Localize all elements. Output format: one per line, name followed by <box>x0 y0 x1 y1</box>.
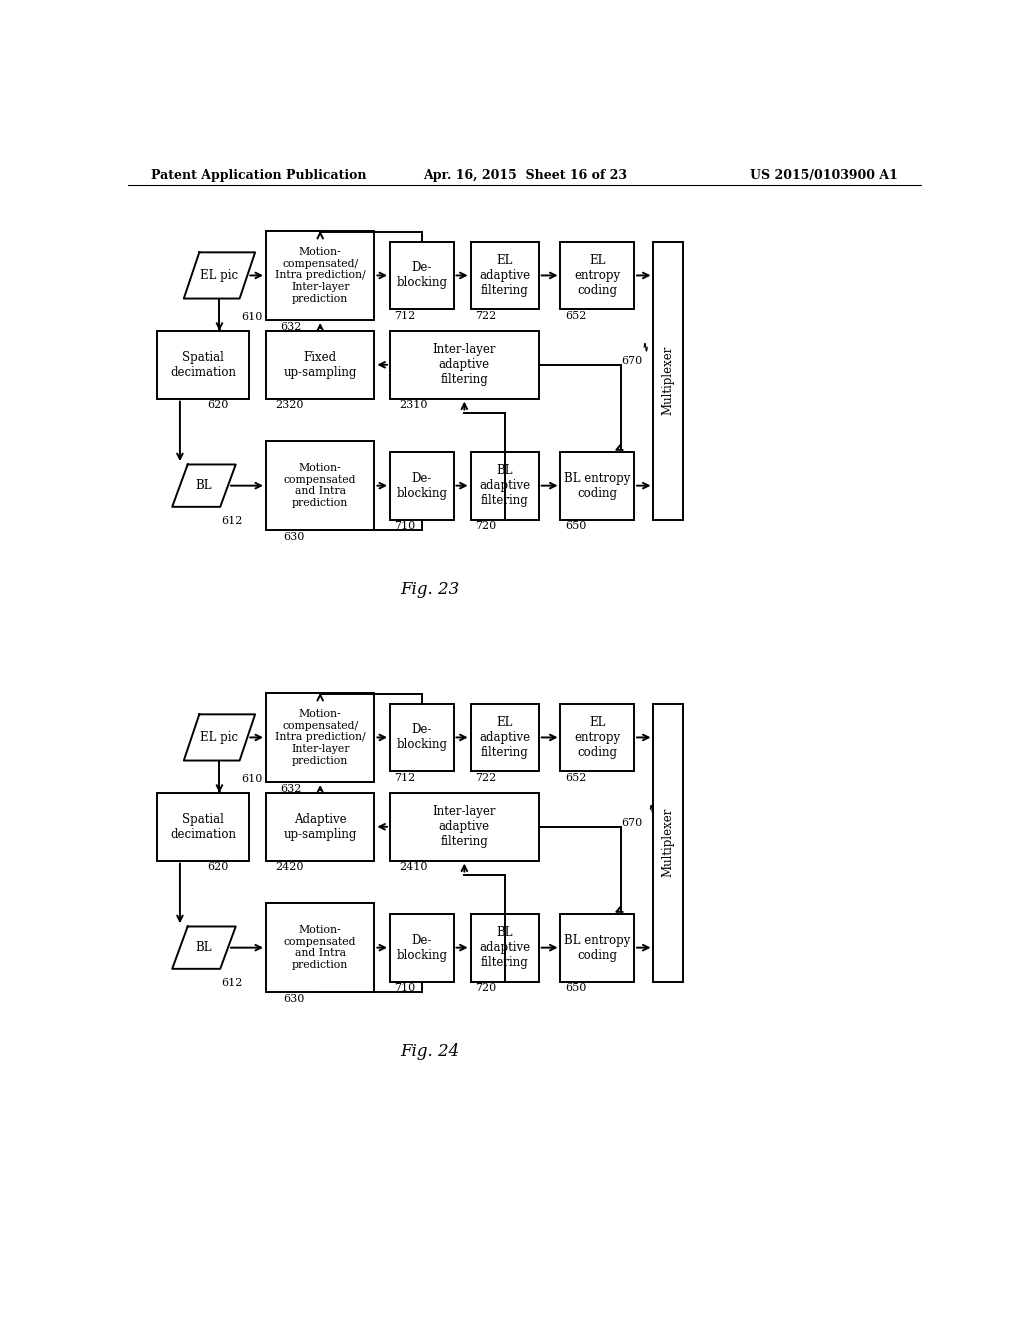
Text: EL pic: EL pic <box>201 731 239 744</box>
Text: 630: 630 <box>283 994 304 1003</box>
Text: Fixed
up-sampling: Fixed up-sampling <box>284 351 357 379</box>
Bar <box>471 913 539 982</box>
Text: EL
adaptive
filtering: EL adaptive filtering <box>479 715 530 759</box>
Text: Inter-layer
adaptive
filtering: Inter-layer adaptive filtering <box>432 805 496 849</box>
Text: Motion-
compensated/
Intra prediction/
Inter-layer
prediction: Motion- compensated/ Intra prediction/ I… <box>274 247 366 304</box>
Text: De-
blocking: De- blocking <box>396 723 447 751</box>
Text: De-
blocking: De- blocking <box>396 261 447 289</box>
Text: 2320: 2320 <box>275 400 304 411</box>
Bar <box>471 242 539 309</box>
Bar <box>266 903 375 993</box>
Text: Fig. 23: Fig. 23 <box>400 581 460 598</box>
Bar <box>560 704 634 771</box>
Text: EL
entropy
coding: EL entropy coding <box>574 253 621 297</box>
Polygon shape <box>172 465 236 507</box>
Bar <box>266 693 375 781</box>
Text: Adaptive
up-sampling: Adaptive up-sampling <box>284 813 357 841</box>
Polygon shape <box>172 927 236 969</box>
Text: 612: 612 <box>221 978 243 989</box>
Text: Inter-layer
adaptive
filtering: Inter-layer adaptive filtering <box>432 343 496 387</box>
Text: De-
blocking: De- blocking <box>396 471 447 500</box>
Text: 610: 610 <box>241 775 262 784</box>
Bar <box>471 704 539 771</box>
Text: 670: 670 <box>622 356 643 367</box>
Text: Patent Application Publication: Patent Application Publication <box>152 169 367 182</box>
Bar <box>390 242 454 309</box>
Bar <box>158 331 249 399</box>
Text: 712: 712 <box>394 312 416 321</box>
Text: 652: 652 <box>565 774 587 783</box>
Text: EL
entropy
coding: EL entropy coding <box>574 715 621 759</box>
Text: BL entropy
coding: BL entropy coding <box>564 471 631 500</box>
Text: 710: 710 <box>394 521 416 531</box>
Bar <box>266 331 375 399</box>
Text: 650: 650 <box>565 983 587 993</box>
Text: Motion-
compensated/
Intra prediction/
Inter-layer
prediction: Motion- compensated/ Intra prediction/ I… <box>274 709 366 766</box>
Text: EL
adaptive
filtering: EL adaptive filtering <box>479 253 530 297</box>
Text: 722: 722 <box>475 774 497 783</box>
Text: 712: 712 <box>394 774 416 783</box>
Bar <box>653 242 683 520</box>
Text: 610: 610 <box>241 313 262 322</box>
Text: Multiplexer: Multiplexer <box>662 346 675 416</box>
Text: De-
blocking: De- blocking <box>396 933 447 962</box>
Bar <box>390 331 539 399</box>
Bar <box>471 451 539 520</box>
Text: 620: 620 <box>207 862 228 873</box>
Bar <box>390 913 454 982</box>
Bar <box>560 242 634 309</box>
Text: 632: 632 <box>280 784 301 793</box>
Text: US 2015/0103900 A1: US 2015/0103900 A1 <box>751 169 898 182</box>
Bar <box>653 704 683 982</box>
Text: 630: 630 <box>283 532 304 541</box>
Text: Fig. 24: Fig. 24 <box>400 1043 460 1060</box>
Text: 720: 720 <box>475 983 497 993</box>
Text: 670: 670 <box>622 818 643 829</box>
Bar <box>266 793 375 861</box>
Text: 632: 632 <box>280 322 301 331</box>
Text: EL pic: EL pic <box>201 269 239 282</box>
Text: 2410: 2410 <box>399 862 428 873</box>
Polygon shape <box>183 714 255 760</box>
Text: Motion-
compensated
and Intra
prediction: Motion- compensated and Intra prediction <box>284 463 356 508</box>
Text: Multiplexer: Multiplexer <box>662 808 675 878</box>
Bar <box>560 451 634 520</box>
Bar <box>390 704 454 771</box>
Bar <box>390 451 454 520</box>
Text: 2310: 2310 <box>399 400 428 411</box>
Bar <box>266 231 375 321</box>
Text: 620: 620 <box>207 400 228 411</box>
Text: Motion-
compensated
and Intra
prediction: Motion- compensated and Intra prediction <box>284 925 356 970</box>
Bar <box>560 913 634 982</box>
Text: BL: BL <box>196 941 212 954</box>
Text: BL
adaptive
filtering: BL adaptive filtering <box>479 927 530 969</box>
Text: 710: 710 <box>394 983 416 993</box>
Text: BL
adaptive
filtering: BL adaptive filtering <box>479 465 530 507</box>
Text: BL entropy
coding: BL entropy coding <box>564 933 631 962</box>
Text: Spatial
decimation: Spatial decimation <box>170 351 237 379</box>
Polygon shape <box>183 252 255 298</box>
Bar <box>266 441 375 531</box>
Text: Apr. 16, 2015  Sheet 16 of 23: Apr. 16, 2015 Sheet 16 of 23 <box>423 169 627 182</box>
Text: 650: 650 <box>565 521 587 531</box>
Bar <box>158 793 249 861</box>
Text: BL: BL <box>196 479 212 492</box>
Text: 2420: 2420 <box>275 862 304 873</box>
Text: 652: 652 <box>565 312 587 321</box>
Text: 720: 720 <box>475 521 497 531</box>
Text: 722: 722 <box>475 312 497 321</box>
Text: Spatial
decimation: Spatial decimation <box>170 813 237 841</box>
Text: 612: 612 <box>221 516 243 527</box>
Bar <box>390 793 539 861</box>
